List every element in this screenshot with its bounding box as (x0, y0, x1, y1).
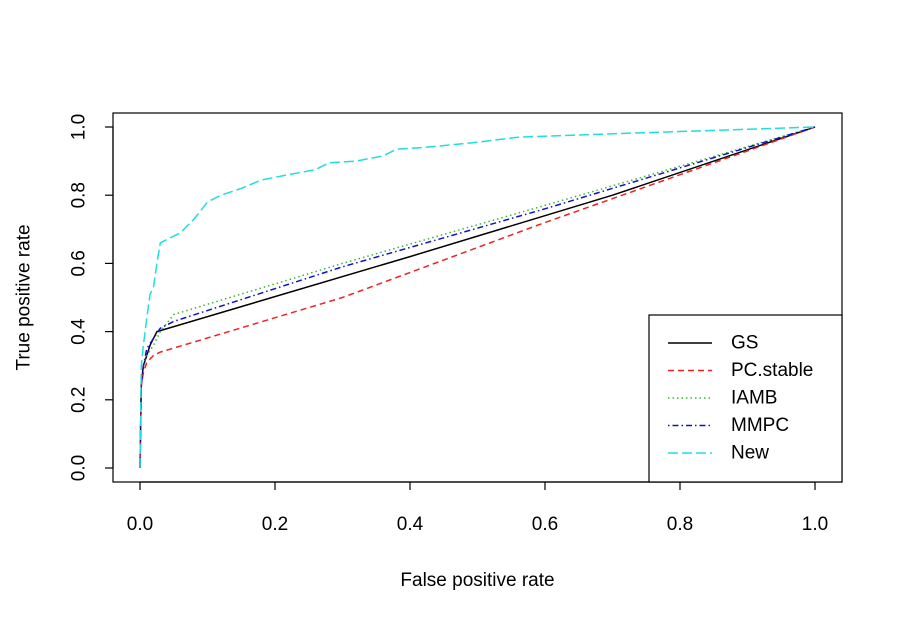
legend-label: MMPC (731, 415, 789, 436)
y-tick-label: 0.8 (69, 182, 90, 208)
x-tick-label: 1.0 (802, 514, 828, 535)
legend-label: GS (731, 333, 758, 354)
x-axis-label: False positive rate (400, 570, 554, 591)
y-axis: 0.0 0.2 0.4 0.6 0.8 1.0 (69, 114, 114, 481)
y-tick-label: 0.0 (69, 455, 90, 481)
x-tick-label: 0.2 (262, 514, 288, 535)
legend-label: IAMB (731, 388, 777, 409)
series-line-mmpc (139, 126, 816, 469)
legend-label: New (731, 443, 769, 464)
series-line-pc-stable (139, 126, 816, 469)
x-tick-label: 0.0 (127, 514, 153, 535)
legend: GS PC.stable IAMB MMPC New (648, 314, 843, 483)
y-tick-label: 0.2 (69, 387, 90, 413)
y-tick-label: 0.4 (69, 318, 90, 345)
y-tick-label: 1.0 (69, 114, 90, 140)
x-tick-label: 0.6 (532, 514, 558, 535)
series-line-new (139, 126, 816, 469)
x-axis: 0.0 0.2 0.4 0.6 0.8 1.0 (127, 481, 828, 535)
y-tick-label: 0.6 (69, 250, 90, 276)
x-tick-label: 0.4 (397, 514, 424, 535)
legend-label: PC.stable (731, 360, 813, 381)
y-axis-label: True positive rate (14, 224, 35, 370)
legend-box (648, 314, 843, 483)
x-tick-label: 0.8 (667, 514, 693, 535)
